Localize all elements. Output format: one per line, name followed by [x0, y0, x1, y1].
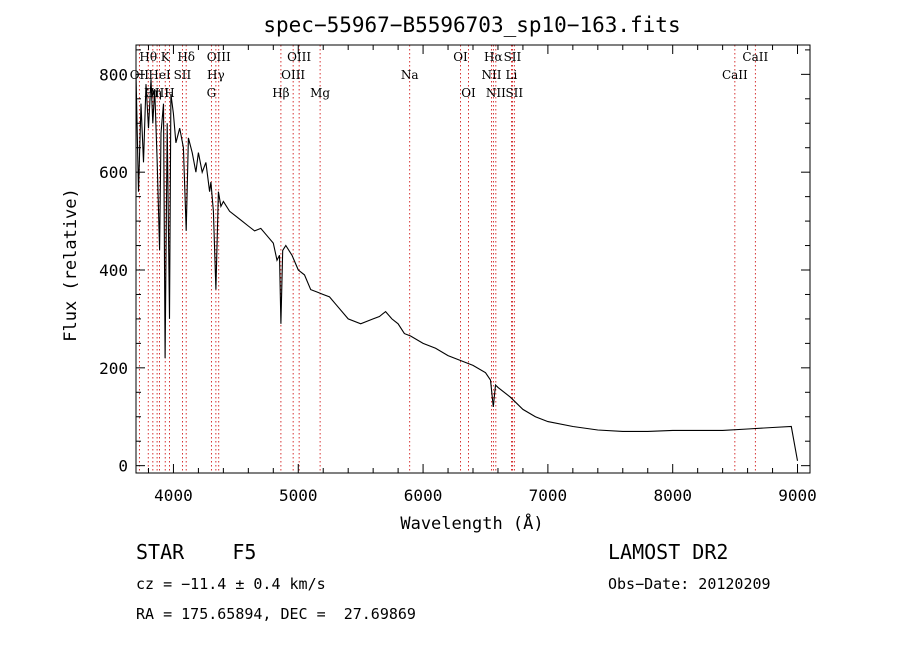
y-tick-label: 400 [99, 261, 128, 280]
line-label-9: OIII [207, 50, 231, 64]
line-label-12: Hβ [272, 86, 289, 100]
line-label-17: OI [453, 50, 468, 64]
x-tick-label: 9000 [778, 486, 817, 505]
line-label-8: Hδ [177, 50, 195, 64]
line-label-16: Na [401, 68, 419, 82]
line-label-15: Mg [310, 86, 330, 100]
line-label-18: OI [461, 86, 476, 100]
y-tick-label: 800 [99, 65, 128, 84]
line-label-20: NII [481, 68, 501, 82]
x-tick-label: 6000 [404, 486, 443, 505]
line-label-19: Hα [484, 50, 503, 64]
spectrum-series-line [135, 74, 799, 461]
line-label-26: CaII [722, 68, 748, 82]
x-tick-label: 8000 [653, 486, 692, 505]
observation-date: Obs−Date: 20120209 [608, 575, 771, 593]
line-label-6: H [164, 86, 174, 100]
line-label-3: Hη [144, 86, 162, 100]
y-tick-label: 600 [99, 163, 128, 182]
line-label-21: NII [486, 86, 506, 100]
sky-coordinates: RA = 175.65894, DEC = 27.69869 [136, 605, 416, 623]
line-label-10: Hγ [207, 68, 225, 82]
survey-name: LAMOST DR2 [608, 540, 729, 564]
line-label-5: HeI [148, 68, 171, 82]
line-label-14: OIII [281, 68, 305, 82]
line-label-11: G [207, 86, 217, 100]
x-tick-label: 4000 [154, 486, 193, 505]
redshift-velocity: cz = −11.4 ± 0.4 km/s [136, 575, 326, 593]
x-tick-label: 7000 [529, 486, 568, 505]
line-label-13: OIII [287, 50, 311, 64]
y-tick-label: 0 [118, 457, 128, 476]
y-axis-label: Flux (relative) [61, 188, 81, 342]
object-class: STAR F5 [136, 540, 257, 564]
x-tick-label: 5000 [279, 486, 318, 505]
line-label-25: CaII [742, 50, 768, 64]
y-axis-ticks: 0 200 400 600 800 [99, 49, 810, 476]
x-axis-ticks: 4000 5000 6000 7000 8000 9000 [147, 45, 817, 505]
line-label-22: SII [504, 50, 522, 64]
y-tick-label: 200 [99, 359, 128, 378]
x-axis-label: Wavelength (Å) [400, 512, 543, 534]
line-label-0: Hθ [139, 50, 157, 64]
line-label-23: SII [505, 86, 523, 100]
line-label-1: OII [130, 68, 150, 82]
chart-title: spec−55967−B5596703_sp10−163.fits [263, 13, 680, 37]
line-label-4: K [161, 50, 171, 64]
line-label-7: SII [174, 68, 192, 82]
plot-frame [135, 44, 811, 474]
spectral-line-markers [138, 45, 756, 473]
line-label-24: Li [506, 68, 518, 82]
